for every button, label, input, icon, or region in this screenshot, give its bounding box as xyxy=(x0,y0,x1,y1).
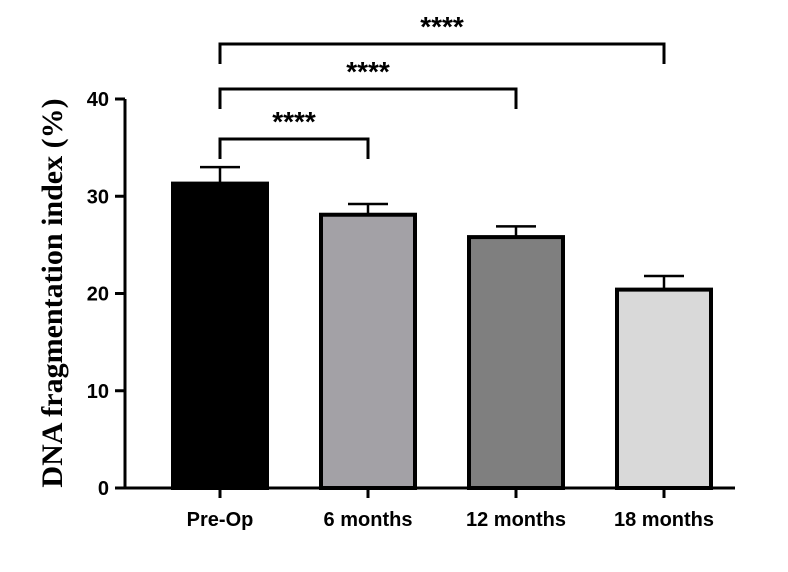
y-tick-label: 20 xyxy=(87,284,109,306)
significance-brackets: **** **** **** xyxy=(218,11,666,159)
significance-bracket xyxy=(218,137,370,159)
significance-label: **** xyxy=(420,11,464,42)
bar-6-months xyxy=(319,212,417,490)
x-tick-label: 18 months xyxy=(614,509,714,531)
bar-12-months xyxy=(467,235,565,490)
significance-bracket xyxy=(218,87,518,109)
bar-pre-op xyxy=(171,181,269,490)
y-tick-label: 30 xyxy=(87,186,109,208)
y-tick-label: 40 xyxy=(87,89,109,111)
bar-18-months xyxy=(615,287,713,490)
x-tick-label: Pre-Op xyxy=(187,509,254,531)
y-tick-label: 10 xyxy=(87,381,109,403)
y-axis-label: DNA fragmentation index (%) xyxy=(36,98,69,487)
axes: 0 10 20 30 40 Pre-Op 6 months 12 months 18 month… xyxy=(87,89,735,531)
x-tick-label: 6 months xyxy=(324,509,413,531)
significance-label: **** xyxy=(272,106,316,137)
y-tick-label: 0 xyxy=(98,478,109,500)
significance-label: **** xyxy=(346,56,390,87)
x-tick-label: 12 months xyxy=(466,509,566,531)
bars xyxy=(171,165,713,490)
significance-bracket xyxy=(218,42,666,64)
